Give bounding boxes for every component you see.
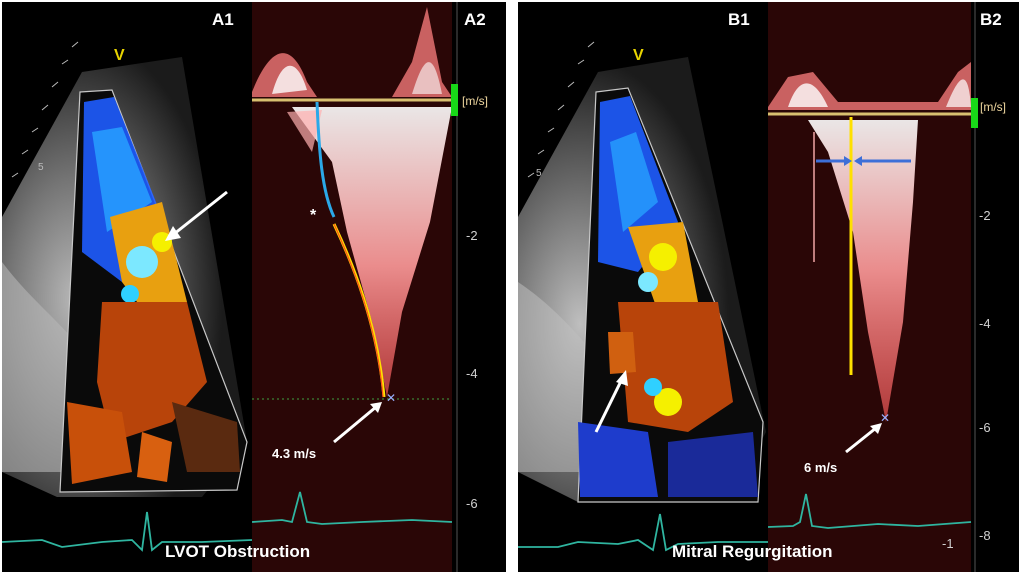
doppler-spectrum-b: ✕	[768, 2, 1019, 572]
peak-arrow-b	[845, 426, 877, 454]
label-b1: B1	[728, 10, 750, 29]
peak-velocity-b: 6 m/s	[804, 460, 838, 475]
label-a1: A1	[212, 10, 234, 29]
caption-a: LVOT Obstruction	[165, 542, 311, 561]
tick-b-3: -6	[979, 420, 991, 435]
color-doppler-sector-a	[2, 41, 252, 552]
inflection-marker: *	[310, 207, 317, 224]
velocity-unit-a: [m/s]	[462, 94, 488, 108]
ecg-trace-a2	[252, 491, 453, 525]
svg-text:✕: ✕	[880, 411, 890, 425]
tick-b-2: -4	[979, 316, 991, 331]
tick-a-1: -2	[466, 228, 478, 243]
scale-marker-b	[971, 98, 978, 128]
depth-label-b: 5	[536, 168, 542, 179]
velocity-unit-b: [m/s]	[980, 100, 1006, 114]
ecg-trace-b1	[518, 513, 768, 552]
tick-a-2: -4	[466, 366, 478, 381]
label-a2: A2	[464, 10, 486, 29]
echo-view-b1: B1 V 5	[518, 2, 768, 572]
color-doppler-sector-b	[518, 41, 768, 552]
view-marker-b: V	[633, 47, 644, 64]
lvot-arrow	[173, 190, 228, 236]
mr-arrow	[594, 378, 624, 433]
scale-marker-a	[451, 84, 458, 116]
echo-view-a1: A1 V 5	[2, 2, 252, 572]
peak-arrow-a	[333, 405, 377, 444]
caption-b: Mitral Regurgitation	[672, 542, 833, 561]
blue-trace-a	[315, 101, 336, 218]
ecg-trace-a1	[2, 511, 252, 552]
tick-b-5: -1	[942, 536, 954, 551]
view-marker-a: V	[114, 47, 125, 64]
cw-doppler-b2: ✕ B2 [m/s] -2 -4 -6 -8 -1 6 m/s	[768, 2, 1019, 572]
ecg-trace-b2	[768, 493, 972, 529]
tick-a-3: -6	[466, 496, 478, 511]
label-b2: B2	[980, 10, 1002, 29]
cw-doppler-a2: ✕ A2 [m/s] -2 -4 -6 * 4.3 m/s	[252, 2, 506, 572]
tick-b-1: -2	[979, 208, 991, 223]
panel-lvot-obstruction: A1 V 5	[2, 2, 506, 572]
depth-label-a: 5	[38, 162, 44, 173]
peak-velocity-a: 4.3 m/s	[272, 446, 317, 461]
tick-b-4: -8	[979, 528, 991, 543]
svg-text:✕: ✕	[386, 391, 396, 405]
panel-mitral-regurgitation: B1 V 5	[518, 2, 1019, 572]
doppler-spectrum-a: ✕	[252, 2, 506, 572]
